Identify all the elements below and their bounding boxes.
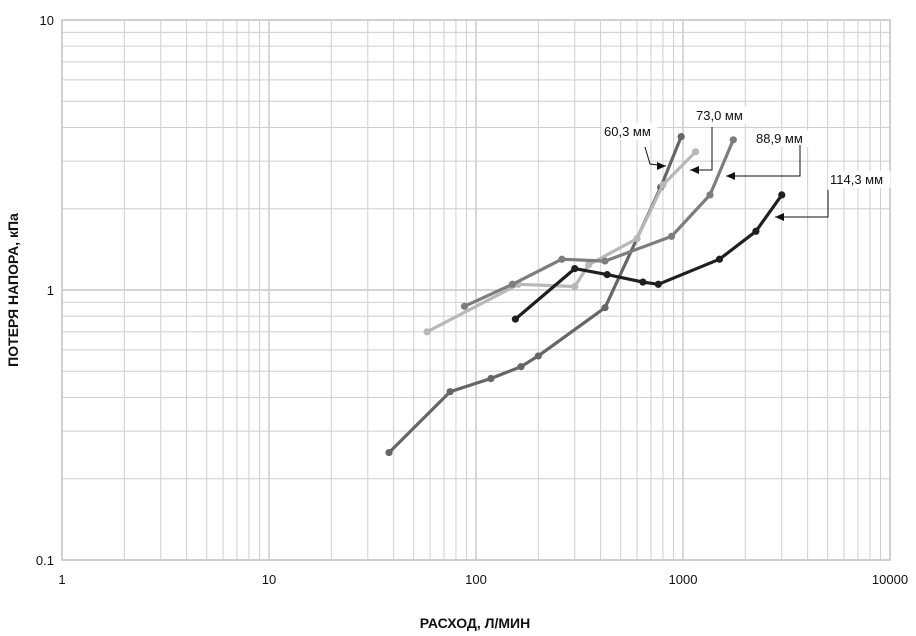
x-axis-title: РАСХОД, Л/МИН: [420, 615, 530, 631]
data-point: [446, 388, 454, 396]
x-tick-label: 10: [262, 572, 276, 587]
series-labels: 60,3 мм 73,0 мм 88,9 мм 114,3 мм: [602, 107, 891, 221]
data-point: [460, 302, 469, 310]
data-point: [639, 278, 647, 286]
series-2: [460, 136, 737, 310]
series-label-0: 60,3 мм: [602, 123, 667, 170]
data-point: [752, 227, 760, 235]
series-label-text: 73,0 мм: [696, 108, 743, 123]
data-point: [633, 235, 641, 243]
label-background: [828, 171, 891, 188]
y-tick-labels: 0.1 1 10: [36, 13, 54, 568]
series-label-text: 114,3 мм: [830, 172, 883, 187]
data-point: [603, 271, 611, 279]
series-label-3: 114,3 мм: [775, 171, 891, 221]
data-point: [659, 181, 667, 189]
x-tick-labels: 1 10 100 1000 10000: [58, 572, 908, 587]
label-background: [694, 107, 750, 124]
callout-arrowhead: [775, 213, 784, 221]
label-background: [602, 123, 658, 140]
y-tick-label: 1: [47, 283, 54, 298]
data-point: [654, 280, 662, 288]
data-point: [778, 191, 786, 199]
callout-arrowhead: [726, 172, 735, 180]
label-background: [754, 130, 810, 147]
callout-line: [690, 127, 713, 171]
data-point: [558, 255, 566, 263]
data-point: [601, 304, 609, 312]
x-tick-label: 10000: [872, 572, 908, 587]
callout-line: [775, 190, 829, 218]
data-point: [508, 280, 517, 288]
data-point: [487, 374, 495, 383]
data-point: [691, 148, 700, 156]
data-point: [517, 363, 525, 371]
series-1: [423, 148, 700, 336]
data-point: [729, 136, 737, 144]
y-tick-label: 10: [40, 13, 54, 28]
series-label-2: 88,9 мм: [726, 130, 810, 180]
callout-line: [726, 145, 801, 177]
data-point: [677, 132, 685, 141]
series-label-1: 73,0 мм: [690, 107, 750, 174]
data-point: [585, 261, 593, 269]
x-tick-label: 1: [58, 572, 65, 587]
data-point: [534, 352, 542, 360]
series-layer: [385, 132, 786, 457]
data-point: [511, 315, 519, 323]
series-line: [513, 193, 784, 321]
data-point: [706, 191, 714, 199]
callout-arrowhead: [690, 166, 699, 174]
x-tick-label: 100: [465, 572, 487, 587]
data-point: [571, 265, 579, 273]
series-label-text: 60,3 мм: [604, 124, 651, 139]
series-label-text: 88,9 мм: [756, 131, 803, 146]
data-point: [667, 232, 676, 240]
data-point: [571, 282, 579, 291]
data-point: [715, 255, 724, 263]
data-point: [601, 257, 609, 265]
series-line: [462, 138, 735, 308]
y-tick-label: 0.1: [36, 553, 54, 568]
y-axis-title: ПОТЕРЯ НАПОРА, кПа: [5, 213, 21, 367]
grid: [61, 19, 891, 561]
data-point: [423, 328, 431, 336]
x-tick-label: 1000: [669, 572, 698, 587]
data-point: [385, 448, 393, 457]
callout-arrowhead: [657, 162, 666, 170]
series-3: [511, 191, 786, 323]
plot-frame: [61, 19, 891, 561]
